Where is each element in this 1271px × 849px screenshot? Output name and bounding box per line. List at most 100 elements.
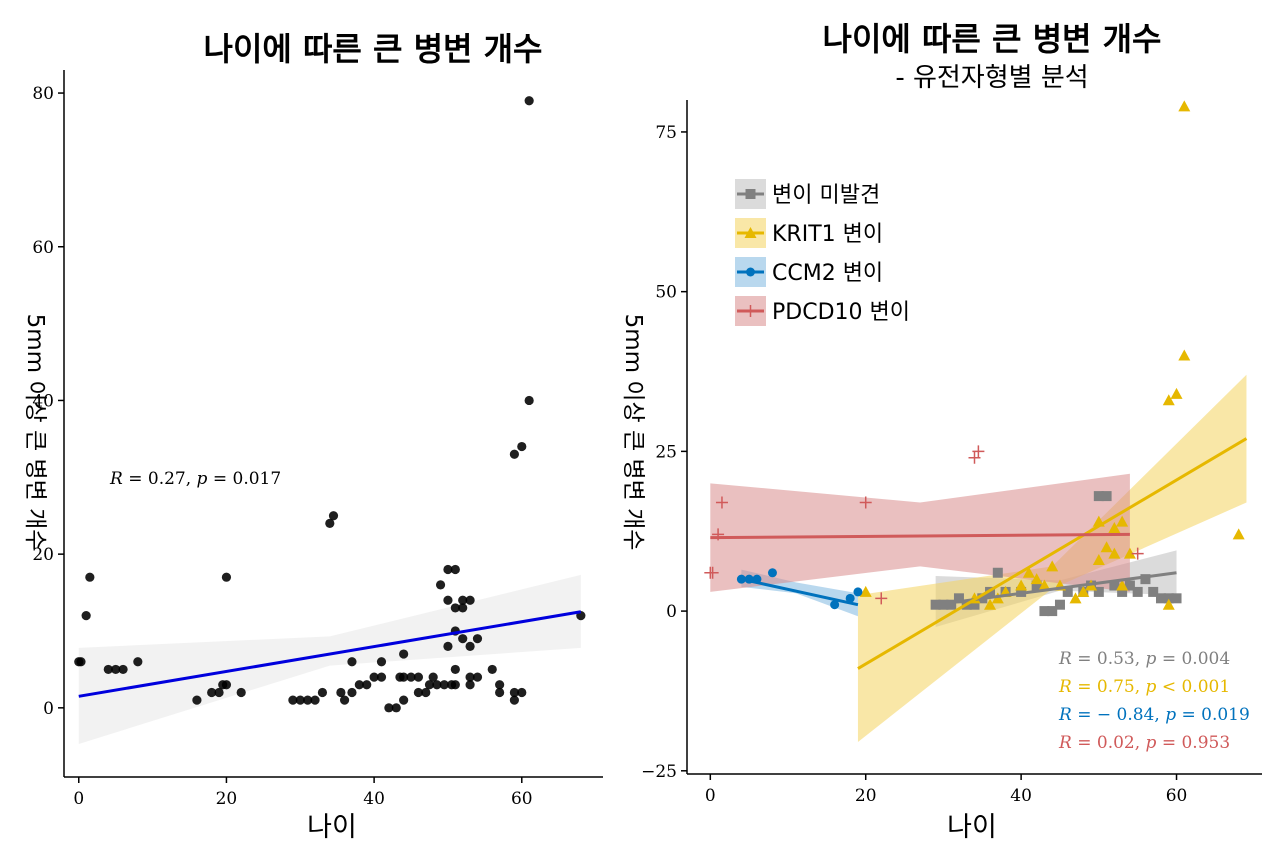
left-data-point [487,664,497,675]
y-tick-label: 50 [655,283,677,303]
left-y-ticks: 0 20 40 60 80 [32,84,64,719]
right-x-axis-label: 나이 [947,812,997,843]
right-data-point-series-1 [1116,515,1129,527]
right-data-point-series-0 [953,593,964,604]
right-data-point-series-0 [1124,580,1135,591]
left-data-point [133,657,143,667]
right-band-series-3 [710,473,1130,592]
left-data-point [432,680,442,690]
right-data-point-series-1 [1178,100,1191,112]
x-tick-label: 40 [363,789,385,809]
right-data-point-series-1 [1030,573,1043,585]
left-data-point [369,672,379,682]
right-data-point-series-1 [1015,579,1028,591]
left-data-point [450,680,460,690]
left-data-point [450,664,460,675]
right-data-point-series-1 [984,598,997,610]
right-data-point-series-2 [767,568,777,578]
left-data-point [81,611,91,621]
left-data-point [413,672,424,682]
left-data-point [472,672,483,682]
right-data-point-series-0 [1062,586,1073,597]
right-data-point-series-0 [1047,606,1058,617]
left-band-shape [78,574,581,744]
x-tick-label: 20 [855,786,877,806]
right-stat-annotations: R = 0.53, p = 0.004 R = 0.75, p < 0.001 R … [1058,649,1250,753]
right-data-point-series-3 [706,566,719,579]
legend-key-marker [746,267,755,277]
right-data-point-series-1 [1170,387,1183,399]
left-data-point [288,695,298,705]
left-data-point [362,680,372,690]
legend-label: KRIT1 변이 [772,222,883,247]
left-data-point [347,657,357,667]
left-stat-r-value: 0.27 [148,469,186,489]
left-data-point [524,395,534,406]
right-data-point-series-3 [859,496,872,509]
left-data-point [458,634,468,644]
left-data-point [85,572,95,582]
stat-annotation-series-2: R = − 0.84, p = 0.019 [1058,705,1250,725]
left-x-ticks: 0 20 40 60 [73,777,533,809]
left-data-point [509,449,519,459]
right-chart: 나이에 따른 큰 병변 개수 - 유전자형별 분석 0 20 40 60 −25 0 25… [620,20,1262,843]
right-data-point-series-0 [1031,580,1042,591]
legend-key-marker [744,305,757,317]
left-data-point [221,680,232,690]
y-tick-label: 75 [655,123,677,143]
right-data-point-series-1 [1046,560,1059,572]
left-data-point [221,572,232,582]
x-tick-label: 60 [511,789,533,809]
left-data-point [450,603,460,613]
y-tick-label: 0 [666,602,677,622]
right-data-point-series-1 [1069,592,1082,604]
right-data-point-series-0 [1117,586,1128,597]
stat-annotation-series-3: R = 0.02, p = 0.953 [1058,733,1230,753]
right-data-point-series-3 [972,445,985,458]
x-tick-label: 40 [1010,786,1032,806]
right-data-point-series-3 [715,496,728,509]
right-band-series-1 [857,374,1247,743]
legend: 변이 미발견 KRIT1 변이 CCM2 변이 PDCD10 변이 [735,179,910,326]
left-data-point [317,687,328,698]
right-regression-lines [710,437,1248,670]
right-data-point-series-3 [968,451,981,464]
left-data-point [76,657,86,667]
left-data-point [509,695,519,705]
right-data-point-series-1 [1077,585,1090,597]
left-data-point [399,695,409,705]
left-data-point [339,695,350,705]
right-data-point-series-1 [1123,547,1136,559]
left-data-point [421,687,431,698]
right-data-point-series-0 [969,599,980,610]
right-data-point-series-0 [1054,599,1065,610]
left-data-point [295,695,305,705]
legend-key-marker [745,189,756,199]
left-data-point [465,595,475,605]
left-data-point [443,595,453,605]
right-data-point-series-1 [1162,598,1175,610]
right-data-point-series-1 [1100,541,1113,553]
left-data-point [336,687,346,698]
left-data-point [325,518,335,529]
left-data-point [103,664,113,675]
right-data-point-series-0 [1140,574,1151,585]
left-x-axis-label: 나이 [307,812,357,843]
right-x-ticks: 0 20 40 60 [705,774,1187,806]
left-stat-annotation: R = 0.27, p = 0.017 [109,469,281,489]
left-data-point [310,695,320,705]
left-data-point [465,680,475,690]
stat-annotation-series-1: R = 0.75, p < 0.001 [1058,677,1230,697]
left-data-point [439,680,449,690]
right-y-ticks: −25 0 25 50 75 [641,123,687,782]
x-tick-label: 60 [1166,786,1188,806]
x-tick-label: 0 [705,786,716,806]
right-data-point-series-1 [1108,522,1121,534]
left-data-point [111,664,121,675]
left-data-point [465,672,475,682]
left-data-point [495,687,505,698]
right-data-point-series-3 [1131,547,1144,560]
right-data-point-series-0 [1093,586,1104,597]
left-data-point [458,595,468,605]
